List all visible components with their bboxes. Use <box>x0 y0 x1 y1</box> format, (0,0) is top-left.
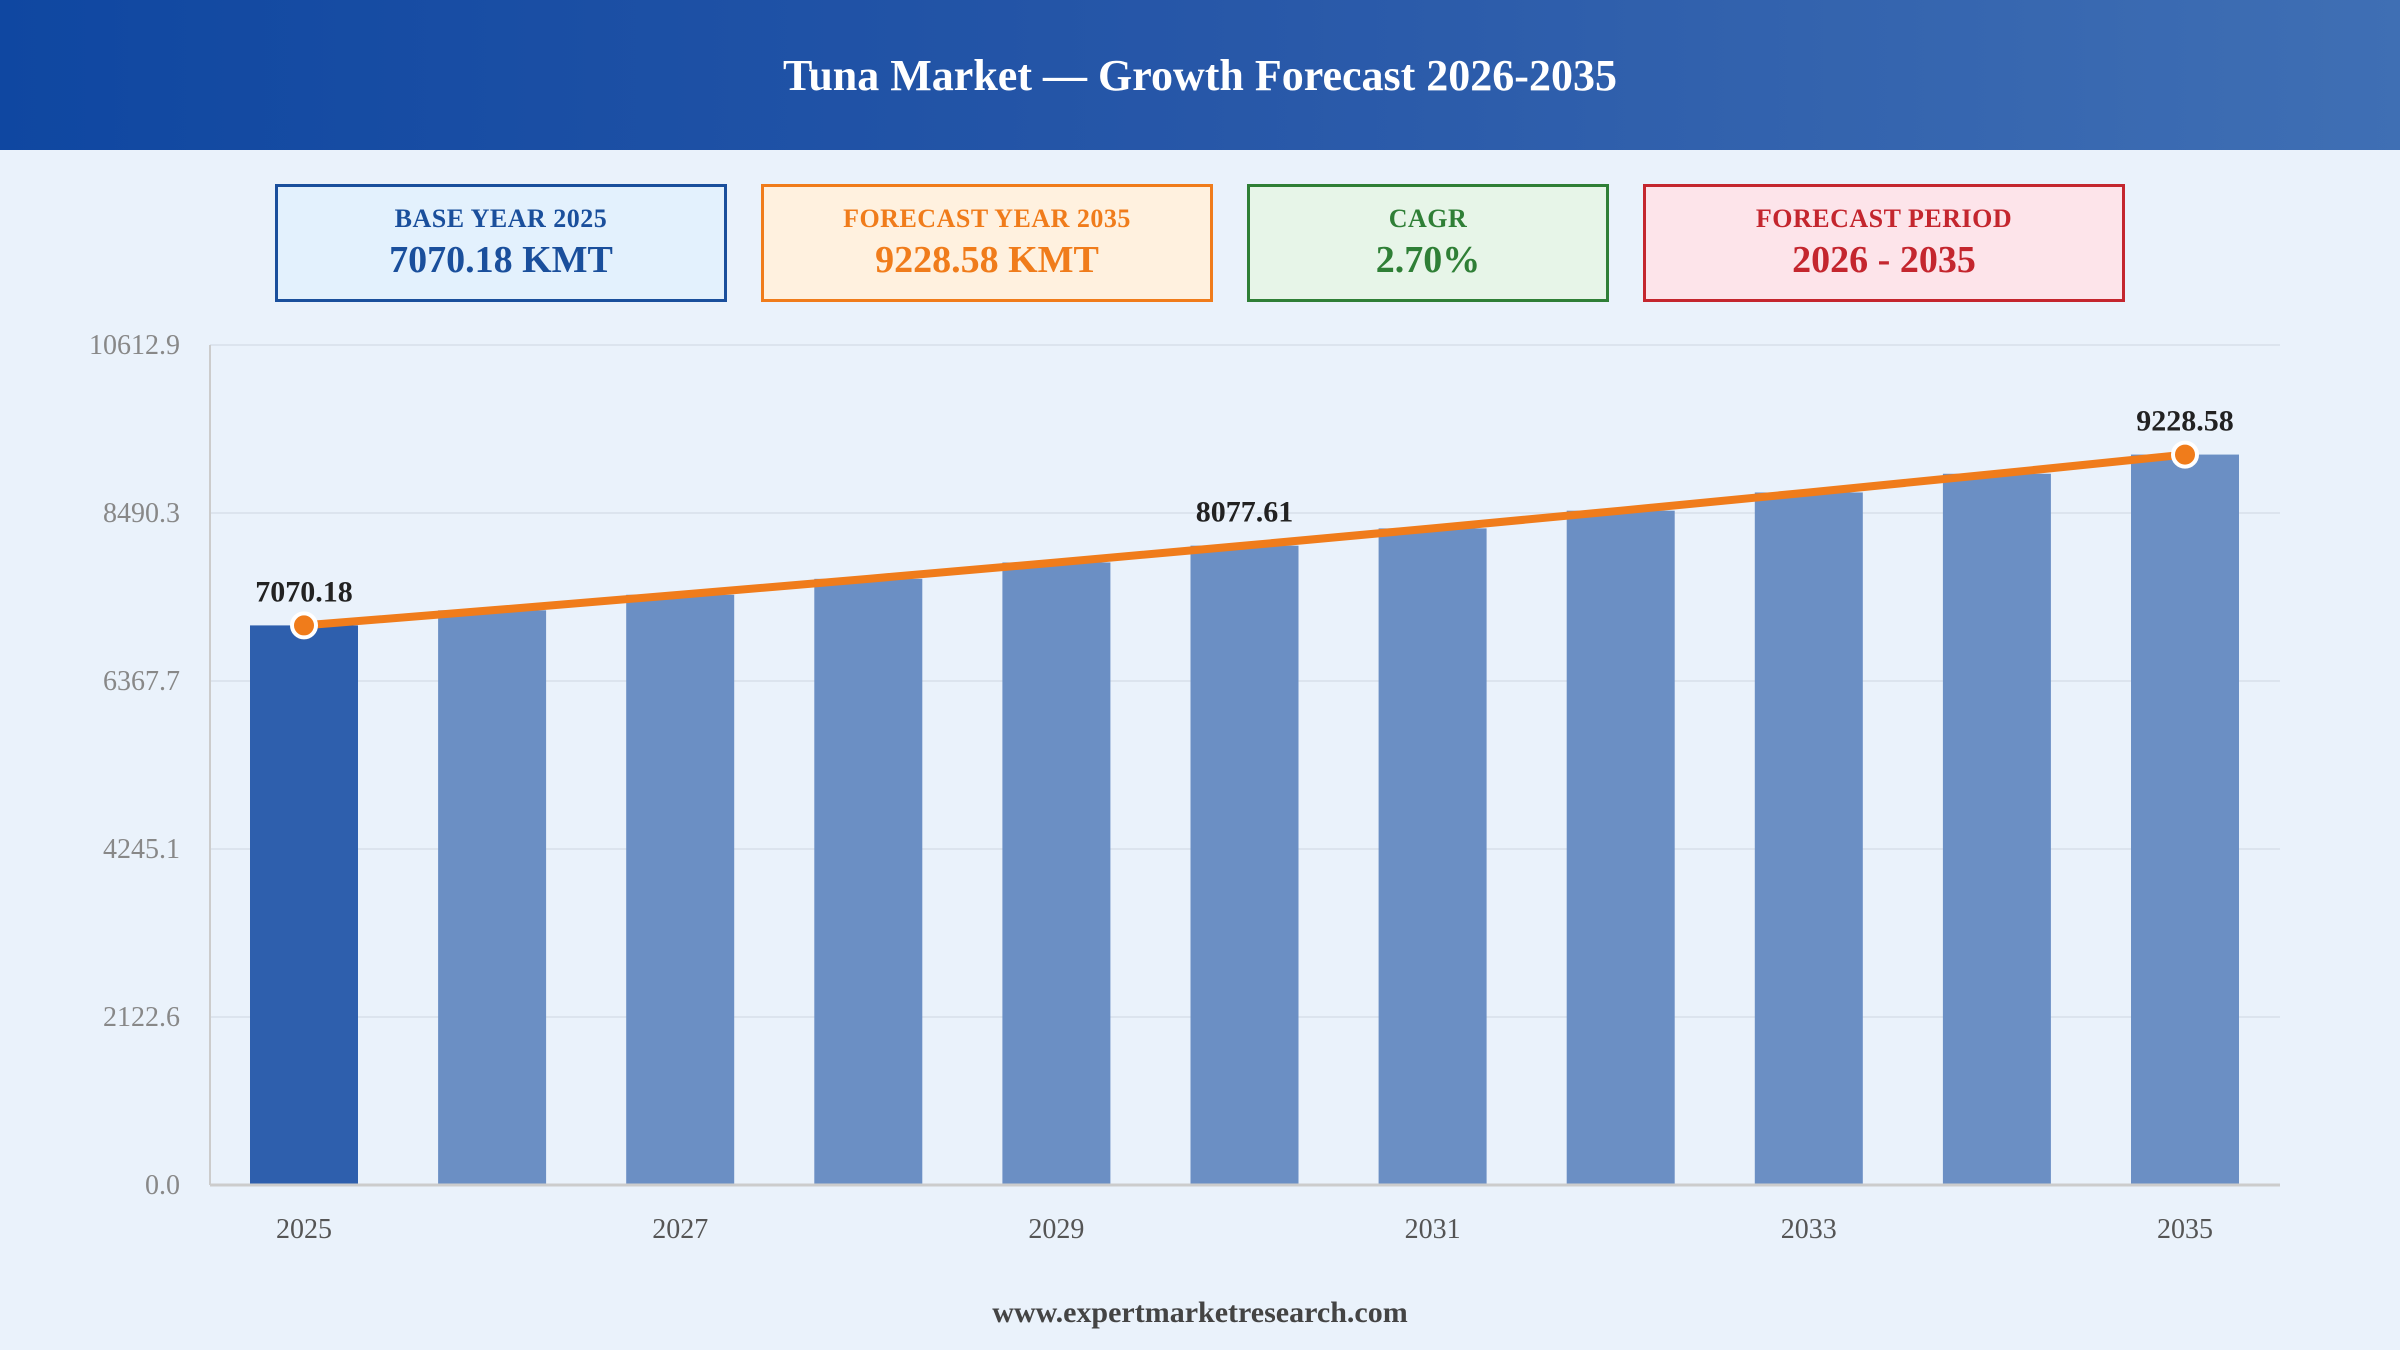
cagr-label: CAGR <box>1388 204 1468 233</box>
chart-title: Tuna Market — Growth Forecast 2026-2035 <box>783 50 1617 100</box>
y-tick-label: 2122.6 <box>103 1002 180 1033</box>
source-url: www.expertmarketresearch.com <box>992 1296 1408 1329</box>
y-tick-label: 8490.3 <box>103 498 180 529</box>
x-tick-label: 2029 <box>1028 1214 1084 1245</box>
x-tick-label: 2027 <box>652 1214 708 1245</box>
data-label: 9228.58 <box>2136 405 2234 438</box>
bar-2028 <box>814 578 923 1185</box>
bar-2035 <box>2131 454 2239 1185</box>
forecast-year-value: 9228.58 KMT <box>875 239 1099 281</box>
forecast-year-label: FORECAST YEAR 2035 <box>843 204 1131 233</box>
bar-2027 <box>626 594 735 1185</box>
x-tick-label: 2031 <box>1405 1214 1461 1245</box>
x-tick-label: 2025 <box>276 1214 332 1245</box>
bar-2029 <box>1002 562 1111 1185</box>
cagr-value: 2.70% <box>1375 239 1481 281</box>
bar-2031 <box>1378 528 1487 1185</box>
header-banner: Tuna Market — Growth Forecast 2026-2035 <box>0 0 2400 150</box>
bar-2026 <box>438 610 547 1185</box>
trend-marker <box>2171 440 2199 469</box>
forecast-year-card: FORECAST YEAR 2035 9228.58 KMT <box>761 184 1213 302</box>
x-tick-label: 2035 <box>2157 1214 2213 1245</box>
base-year-value: 7070.18 KMT <box>389 239 613 281</box>
bar-2025 <box>250 625 358 1185</box>
base-year-label: BASE YEAR 2025 <box>394 204 608 233</box>
y-tick-label: 6367.7 <box>103 666 180 697</box>
x-tick-label: 2033 <box>1781 1214 1837 1245</box>
data-label: 7070.18 <box>255 575 353 608</box>
forecast-period-card: FORECAST PERIOD 2026 - 2035 <box>1643 184 2125 302</box>
bar-2032 <box>1566 510 1675 1185</box>
y-tick-label: 4245.1 <box>103 834 180 865</box>
base-year-card: BASE YEAR 2025 7070.18 KMT <box>275 184 727 302</box>
cagr-card: CAGR 2.70% <box>1247 184 1609 302</box>
trend-line <box>300 450 2189 630</box>
bar-2034 <box>1942 473 2051 1186</box>
forecast-period-label: FORECAST PERIOD <box>1755 204 2013 233</box>
y-tick-label: 10612.9 <box>89 330 180 361</box>
y-tick-label: 0.0 <box>145 1170 180 1201</box>
kpi-cards: BASE YEAR 2025 7070.18 KMT FORECAST YEAR… <box>0 184 2400 308</box>
bar-2033 <box>1754 492 1863 1185</box>
bar-2030 <box>1190 545 1299 1185</box>
trend-marker <box>290 611 318 640</box>
data-label: 8077.61 <box>1196 496 1294 529</box>
forecast-period-value: 2026 - 2035 <box>1792 239 1976 281</box>
